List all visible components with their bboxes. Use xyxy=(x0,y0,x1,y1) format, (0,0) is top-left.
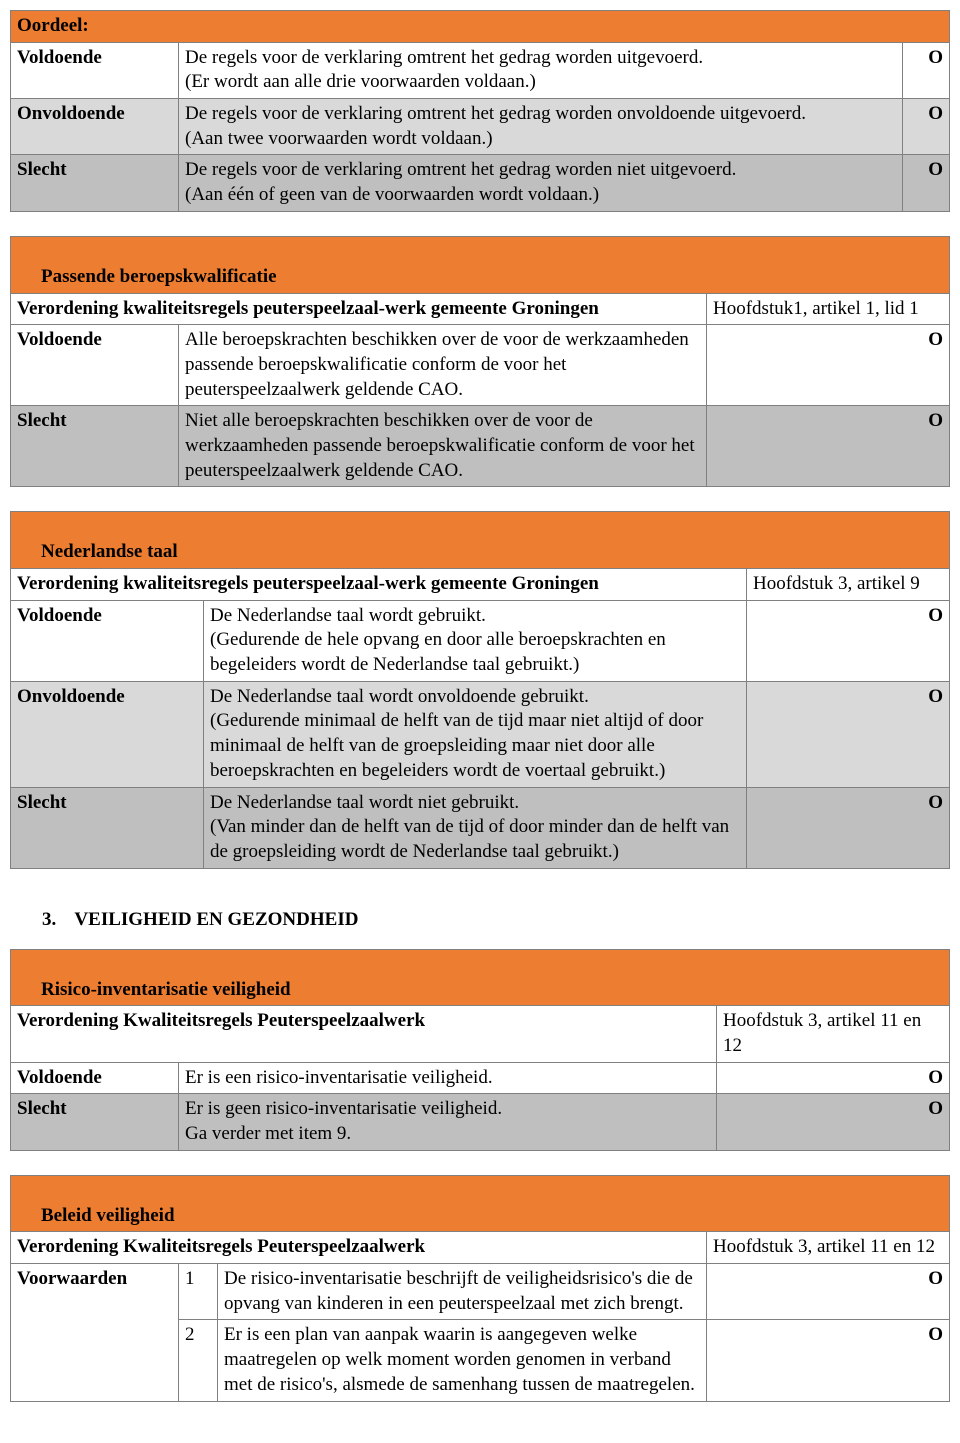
mark-cell: O xyxy=(707,1264,950,1320)
oordeel-table: Oordeel: Voldoende De regels voor de ver… xyxy=(10,10,950,212)
cond-text: Er is een plan van aanpak waarin is aang… xyxy=(218,1320,707,1401)
row-label: Slecht xyxy=(11,155,179,211)
section-title: Risico-inventarisatie veiligheid xyxy=(11,949,950,1006)
voorwaarden-label: Voorwaarden xyxy=(11,1264,179,1401)
row-text: De Nederlandse taal wordt niet gebruikt.… xyxy=(204,787,747,868)
regulation-label: Verordening kwaliteitsregels peuterspeel… xyxy=(11,569,747,601)
cond-num: 2 xyxy=(179,1320,218,1401)
mark-cell: O xyxy=(747,681,950,787)
row-text: Er is een risico-inventarisatie veilighe… xyxy=(179,1062,717,1094)
row-text: De Nederlandse taal wordt gebruikt. (Ged… xyxy=(204,600,747,681)
mark-cell: O xyxy=(747,787,950,868)
section-num: 3. xyxy=(42,909,70,931)
row-text: De Nederlandse taal wordt onvoldoende ge… xyxy=(204,681,747,787)
regulation-ref: Hoofdstuk1, artikel 1, lid 1 xyxy=(707,293,950,325)
section-3-heading: 3. VEILIGHEID EN GEZONDHEID xyxy=(42,909,950,931)
regulation-ref: Hoofdstuk 3, artikel 11 en 12 xyxy=(707,1232,950,1264)
regulation-label: Verordening Kwaliteitsregels Peuterspeel… xyxy=(11,1232,707,1264)
oordeel-header: Oordeel: xyxy=(11,11,950,43)
row-text: Alle beroepskrachten beschikken over de … xyxy=(179,325,707,406)
mark-cell: O xyxy=(903,42,950,98)
row-label: Onvoldoende xyxy=(11,681,204,787)
mark-cell: O xyxy=(717,1062,950,1094)
row-label: Slecht xyxy=(11,406,179,487)
section-title: Passende beroepskwalificatie xyxy=(11,236,950,293)
mark-cell: O xyxy=(903,99,950,155)
row-label: Voldoende xyxy=(11,42,179,98)
section-title: Nederlandse taal xyxy=(11,512,950,569)
row-label: Voldoende xyxy=(11,325,179,406)
row-text: De regels voor de verklaring omtrent het… xyxy=(179,99,903,155)
mark-cell: O xyxy=(717,1094,950,1150)
cond-num: 1 xyxy=(179,1264,218,1320)
section-title-text: VEILIGHEID EN GEZONDHEID xyxy=(74,909,358,930)
beroepskwalificatie-table: Passende beroepskwalificatie Verordening… xyxy=(10,236,950,488)
regulation-label: Verordening kwaliteitsregels peuterspeel… xyxy=(11,293,707,325)
row-label: Slecht xyxy=(11,1094,179,1150)
mark-cell: O xyxy=(707,406,950,487)
row-label: Slecht xyxy=(11,787,204,868)
regulation-ref: Hoofdstuk 3, artikel 11 en 12 xyxy=(717,1006,950,1062)
row-text: Er is geen risico-inventarisatie veiligh… xyxy=(179,1094,717,1150)
row-label: Onvoldoende xyxy=(11,99,179,155)
row-text: Niet alle beroepskrachten beschikken ove… xyxy=(179,406,707,487)
cond-text: De risico-inventarisatie beschrijft de v… xyxy=(218,1264,707,1320)
regulation-ref: Hoofdstuk 3, artikel 9 xyxy=(747,569,950,601)
row-label: Voldoende xyxy=(11,1062,179,1094)
mark-cell: O xyxy=(903,155,950,211)
mark-cell: O xyxy=(747,600,950,681)
row-text: De regels voor de verklaring omtrent het… xyxy=(179,42,903,98)
risico-inventarisatie-table: Risico-inventarisatie veiligheid Verorde… xyxy=(10,949,950,1151)
section-title: Beleid veiligheid xyxy=(11,1175,950,1232)
regulation-label: Verordening Kwaliteitsregels Peuterspeel… xyxy=(11,1006,717,1062)
row-label: Voldoende xyxy=(11,600,204,681)
nederlandse-taal-table: Nederlandse taal Verordening kwaliteitsr… xyxy=(10,511,950,868)
mark-cell: O xyxy=(707,1320,950,1401)
beleid-veiligheid-table: Beleid veiligheid Verordening Kwaliteits… xyxy=(10,1175,950,1402)
row-text: De regels voor de verklaring omtrent het… xyxy=(179,155,903,211)
mark-cell: O xyxy=(707,325,950,406)
